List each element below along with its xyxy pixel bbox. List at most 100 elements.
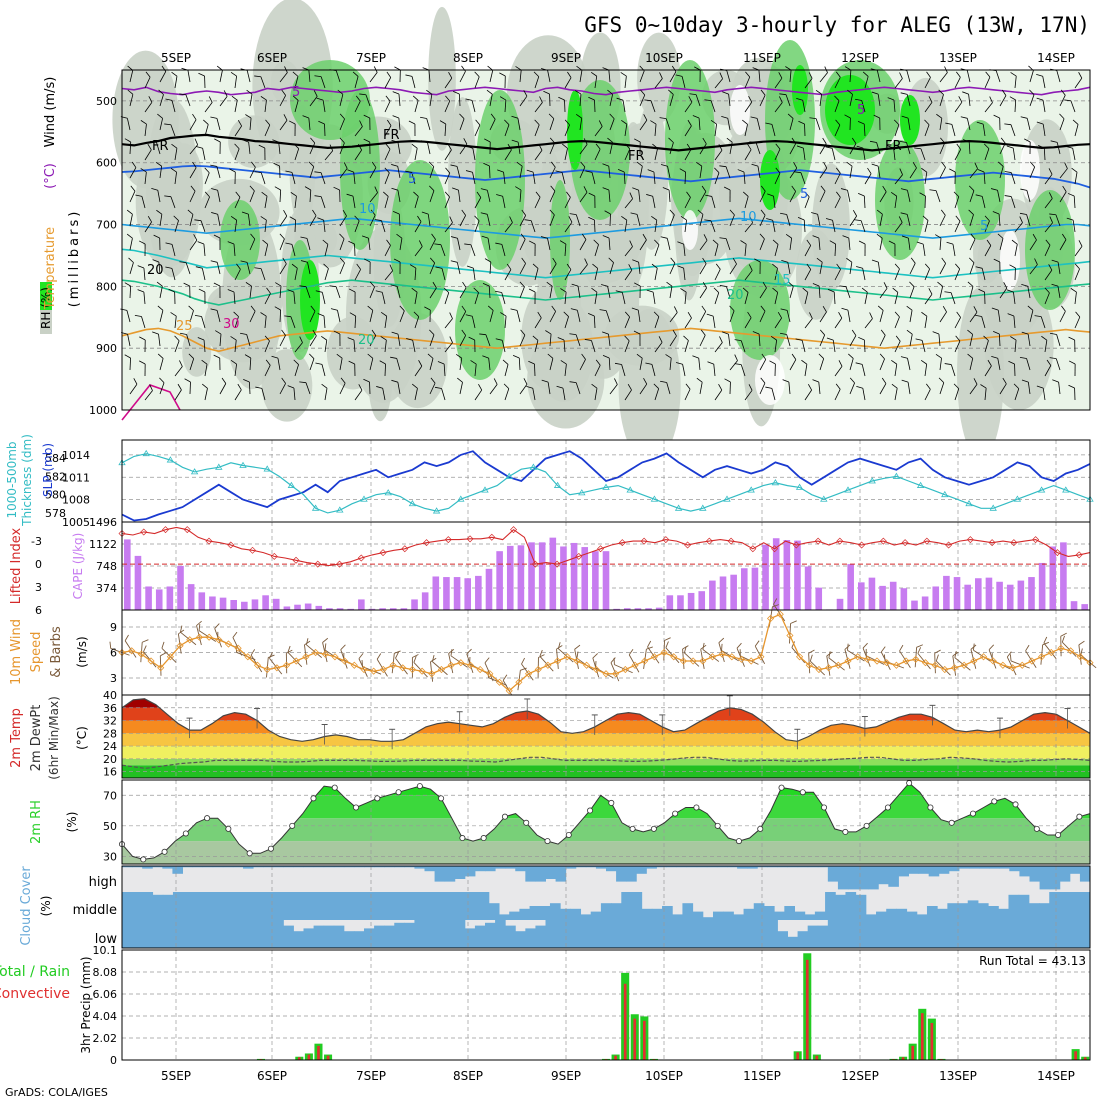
cloud-cell-low	[324, 926, 335, 948]
cloud-cell-middle	[947, 903, 958, 920]
cloud-cell-middle	[774, 912, 785, 920]
cloud-cell-middle	[591, 912, 602, 920]
cloud-cell-low	[707, 920, 718, 948]
cloud-cell-middle	[896, 909, 907, 920]
day-label-top: 7SEP	[356, 51, 386, 65]
precip-conv-bar	[911, 1046, 914, 1060]
cloud-unit-label: (%)	[39, 896, 53, 917]
cloud-cell-high	[919, 866, 930, 874]
temperature-unit-label: (°C)	[43, 163, 58, 189]
barb-staff	[594, 220, 595, 232]
cape-bar	[879, 586, 886, 610]
cape-bar	[496, 551, 503, 610]
cape-bar	[560, 546, 567, 610]
rh-marker	[609, 800, 614, 805]
rh-marker	[758, 826, 763, 831]
cloud-cell-middle	[489, 903, 500, 920]
cloud-cell-middle	[275, 892, 286, 920]
cloud-cell-high	[636, 866, 647, 874]
cloud-cell-high	[172, 866, 183, 874]
temp-tick-label: 16	[103, 766, 117, 779]
cloud-cell-low	[485, 923, 496, 948]
li-tick-label: 0	[35, 558, 42, 571]
rh-marker	[651, 826, 656, 831]
rh-marker	[673, 811, 678, 816]
cloud-cell-low	[788, 937, 799, 948]
cloud-cell-middle	[978, 903, 989, 920]
cloud-cell-middle	[1029, 903, 1040, 920]
rh-marker	[268, 846, 273, 851]
cloud-cell-low	[848, 920, 859, 948]
minmax-label: (6hr Min/Max)	[47, 696, 61, 780]
cloud-cell-middle	[153, 895, 164, 920]
cloud-cell-low	[425, 920, 436, 948]
cloud-cell-middle	[621, 892, 632, 920]
cape-tick-label: 1496	[89, 516, 117, 529]
cape-bar	[411, 599, 418, 610]
cloud-cell-low	[213, 920, 224, 948]
cloud-cell-middle	[438, 892, 449, 920]
cloud-cell-low	[969, 920, 980, 948]
cloud-cell-middle	[907, 912, 918, 920]
cloud-cell-middle	[703, 917, 714, 920]
cloud-cell-low	[626, 920, 637, 948]
cloud-cell-high	[425, 866, 436, 871]
cloud-cell-high	[838, 866, 849, 889]
cape-bar	[720, 576, 727, 610]
cloud-cell-middle	[927, 906, 938, 920]
cloud-cell-low	[667, 920, 678, 948]
cloud-cell-low	[203, 920, 214, 948]
precip-conv-bar	[614, 1056, 617, 1060]
day-label-bottom: 10SEP	[645, 1069, 683, 1083]
cape-bar	[294, 605, 301, 610]
cloud-cell-low	[727, 920, 738, 948]
day-label-top: 13SEP	[939, 51, 977, 65]
cape-bar	[1018, 581, 1025, 610]
cape-tick-label: 374	[96, 582, 117, 595]
cloud-cell-middle	[448, 892, 459, 920]
cloud-cell-low	[193, 920, 204, 948]
rh-marker	[630, 826, 635, 831]
cloud-cell-low	[435, 920, 446, 948]
pressure-tick-label: 900	[96, 342, 117, 355]
pressure-tick-label: 800	[96, 280, 117, 293]
cloud-cell-low	[898, 920, 909, 948]
cloud-cell-middle	[795, 912, 806, 920]
cape-bar	[1081, 604, 1088, 610]
rh-tick-label: 70	[103, 789, 117, 802]
cloud-cell-high	[475, 866, 486, 871]
cloud-cell-low	[334, 926, 345, 948]
cloud-cell-low	[586, 920, 597, 948]
contour-label: 20	[358, 333, 375, 348]
cloud-cell-middle	[428, 892, 439, 920]
wind-barbs-label: & Barbs	[49, 626, 64, 678]
cloud-cell-middle	[550, 903, 561, 920]
rh-blob-green	[290, 60, 370, 140]
cloud-cell-low	[273, 920, 284, 948]
cape-bar	[943, 576, 950, 610]
cape-bar	[156, 589, 163, 610]
cloud-cell-low	[1050, 920, 1061, 948]
cloud-cell-high	[556, 866, 567, 882]
rh-blob-dry	[755, 355, 785, 405]
rh-marker	[311, 796, 316, 801]
temp-tick-label: 36	[103, 702, 117, 715]
rh-tick-label: 30	[103, 850, 117, 863]
temp2m-label: 2m Temp	[9, 708, 24, 768]
contour-label: 5	[980, 219, 988, 234]
cape-bar	[911, 601, 918, 610]
contour-label: 10	[359, 202, 376, 217]
wind-tick-label: 9	[110, 621, 117, 634]
day-label-bottom: 6SEP	[257, 1069, 287, 1083]
rh-marker	[439, 796, 444, 801]
cloud-cell-middle	[784, 906, 795, 920]
cape-bar	[975, 578, 982, 610]
cape-bar	[890, 582, 897, 610]
precip-tick-label: 0	[110, 1054, 117, 1067]
rh-marker	[992, 799, 997, 804]
cloud-cell-low	[495, 920, 506, 948]
rh-blob-bright	[300, 260, 320, 340]
cloud-cell-low	[767, 920, 778, 948]
barb-staff	[489, 166, 490, 178]
